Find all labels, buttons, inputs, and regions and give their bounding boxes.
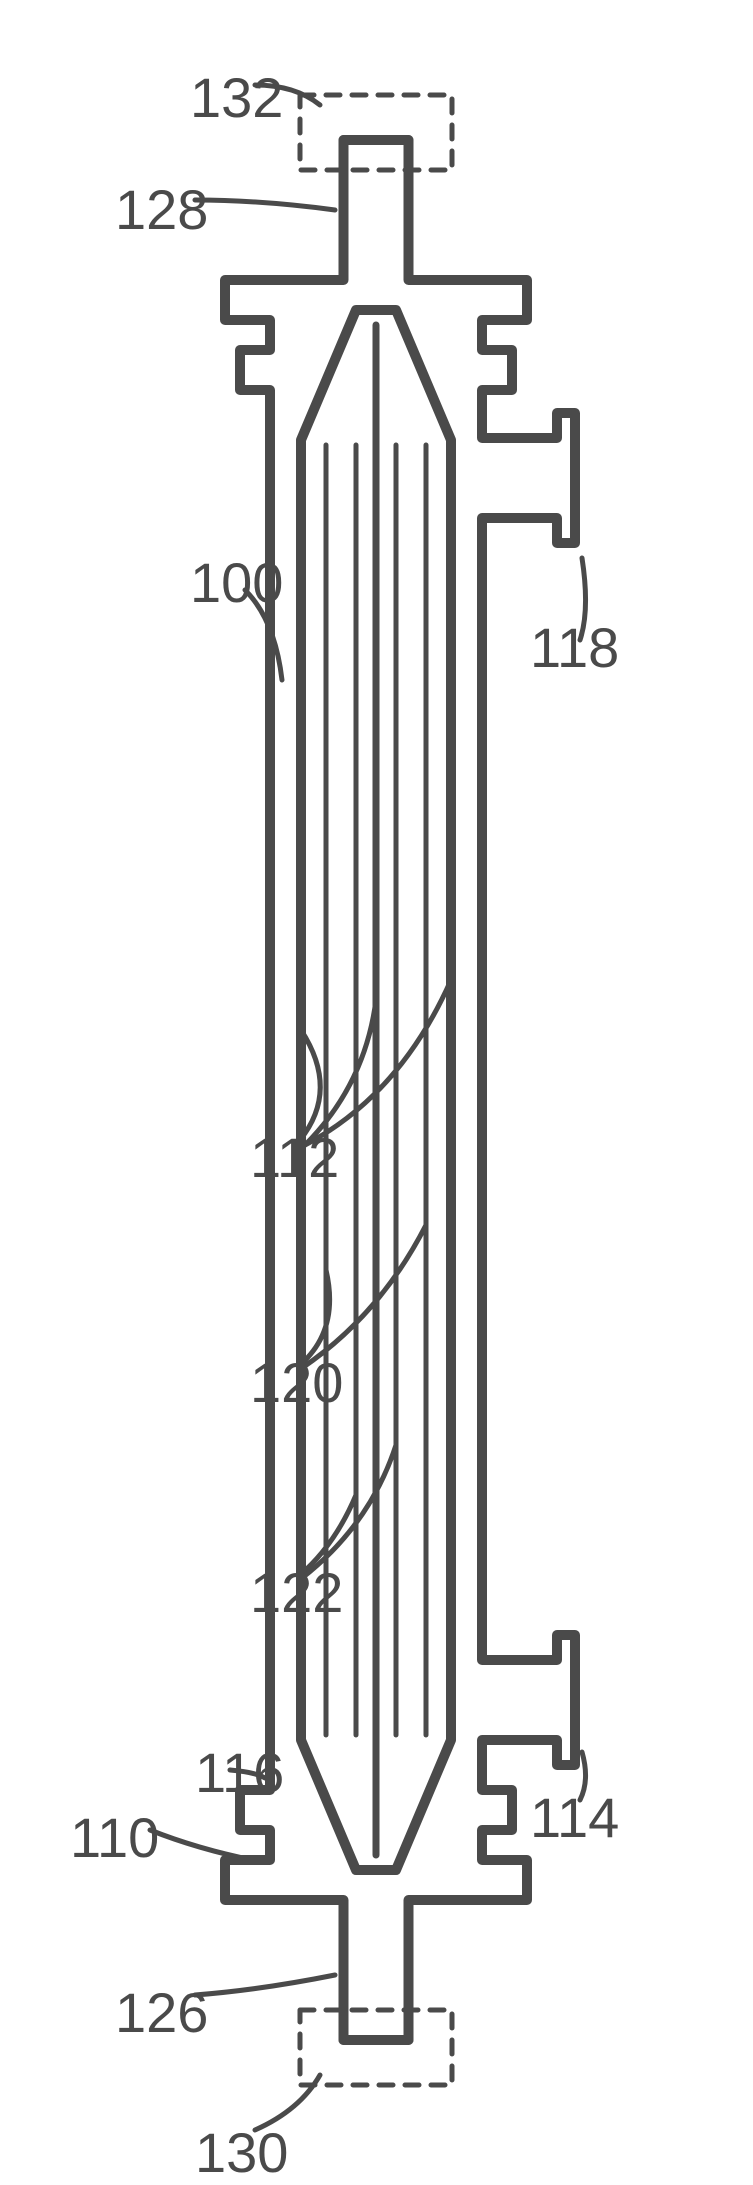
ref-label-110: 110 — [70, 1805, 159, 1870]
ref-label-100: 100 — [190, 550, 283, 615]
ref-label-114: 114 — [530, 1785, 619, 1850]
ref-label-120: 120 — [250, 1350, 343, 1415]
ref-label-132: 132 — [190, 65, 283, 130]
ref-label-122: 122 — [250, 1560, 343, 1625]
ref-label-116: 116 — [195, 1740, 284, 1805]
ref-label-130: 130 — [195, 2120, 288, 2185]
ref-label-118: 118 — [530, 615, 619, 680]
ref-label-128: 128 — [115, 177, 208, 242]
ref-label-126: 126 — [115, 1980, 208, 2045]
ref-label-112: 112 — [250, 1125, 339, 1190]
